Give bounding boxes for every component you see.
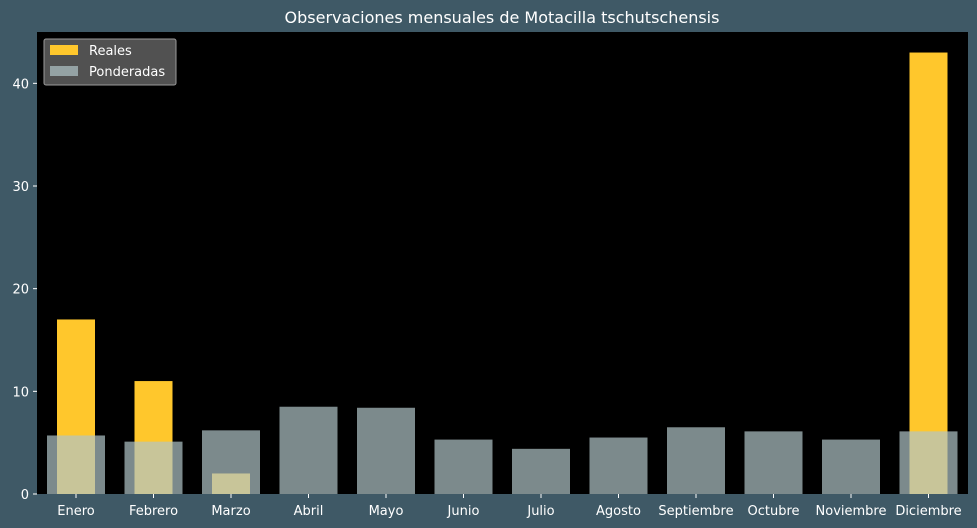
- legend: Reales Ponderadas: [43, 38, 177, 86]
- bar-ponderadas-agosto: [589, 437, 648, 494]
- bar-reales-diciembre: [909, 52, 948, 495]
- bar-ponderadas-febrero: [124, 441, 183, 494]
- x-tick-label: Noviembre: [816, 504, 887, 519]
- bar-ponderadas-octubre: [744, 431, 803, 494]
- x-tick-label: Enero: [57, 504, 95, 519]
- legend-label-reales: Reales: [89, 44, 132, 59]
- y-axis: 0 10 20 30 40: [12, 77, 37, 503]
- bar-ponderadas-abril: [279, 406, 338, 494]
- bars-reales: [57, 52, 948, 495]
- y-tick-label: 40: [12, 77, 29, 92]
- x-tick-label: Diciembre: [895, 504, 961, 519]
- legend-swatch-ponderadas: [50, 66, 78, 76]
- x-tick-label: Abril: [294, 504, 324, 519]
- x-tick-label: Julio: [526, 504, 554, 519]
- legend-label-ponderadas: Ponderadas: [89, 65, 165, 80]
- bar-ponderadas-septiembre: [667, 427, 725, 494]
- x-tick-label: Marzo: [211, 504, 250, 519]
- y-tick-label: 0: [21, 488, 29, 503]
- x-axis: Enero Febrero Marzo Abril Mayo Junio Julio Agos…: [57, 494, 962, 519]
- bar-ponderadas-enero: [47, 435, 105, 494]
- bars-ponderadas: [47, 406, 958, 494]
- y-tick-label: 10: [12, 385, 29, 400]
- y-tick-label: 20: [12, 283, 29, 298]
- legend-swatch-reales: [50, 45, 78, 55]
- chart-title: Observaciones mensuales de Motacilla tsc…: [285, 8, 720, 27]
- x-tick-label: Mayo: [369, 504, 404, 519]
- x-tick-label: Junio: [447, 504, 480, 519]
- plot-area: [37, 32, 968, 494]
- x-tick-label: Agosto: [596, 504, 641, 519]
- bar-ponderadas-mayo: [357, 407, 415, 494]
- x-tick-label: Septiembre: [658, 504, 733, 519]
- bar-ponderadas-noviembre: [822, 439, 880, 494]
- x-tick-label: Febrero: [129, 504, 178, 519]
- bar-ponderadas-junio: [434, 439, 493, 494]
- bar-ponderadas-diciembre: [899, 431, 958, 494]
- x-tick-label: Octubre: [747, 504, 799, 519]
- bar-ponderadas-julio: [512, 448, 570, 494]
- bar-ponderadas-marzo: [202, 430, 260, 494]
- y-tick-label: 30: [12, 180, 29, 195]
